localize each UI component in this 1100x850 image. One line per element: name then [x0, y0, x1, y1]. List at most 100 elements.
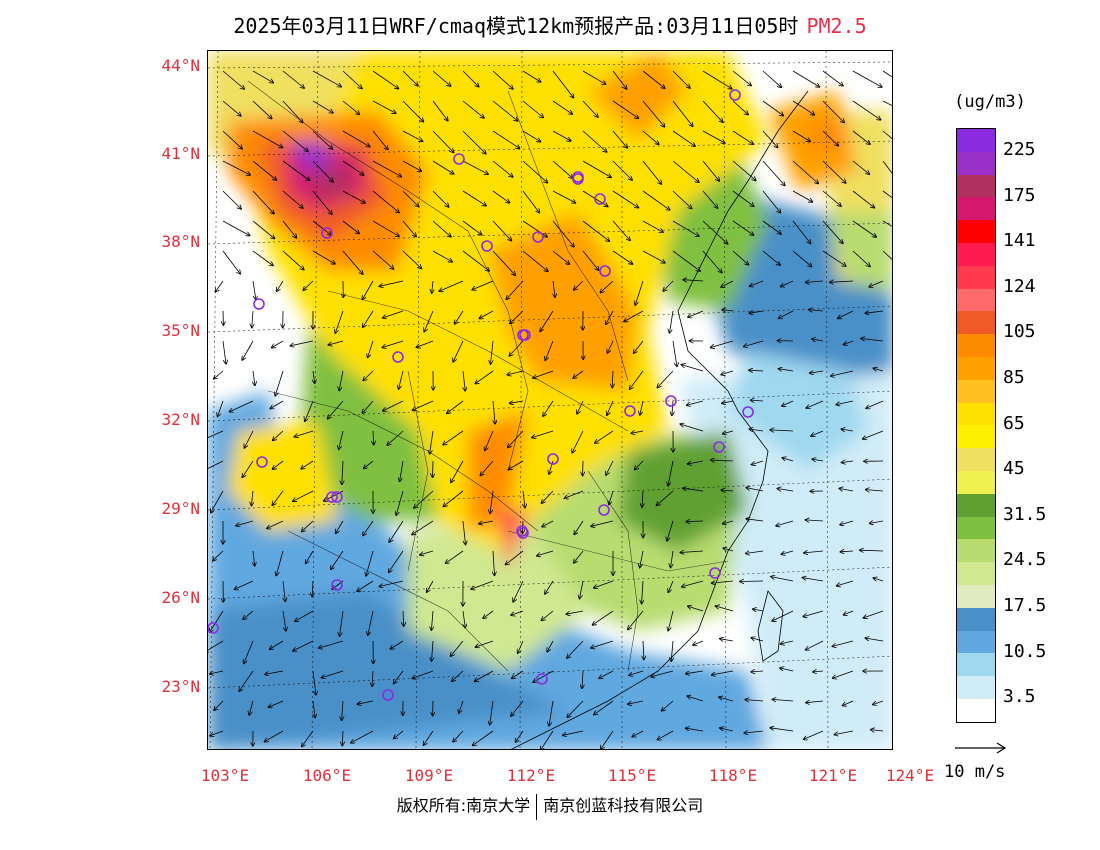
city-marker — [256, 456, 268, 468]
wind-vector — [545, 580, 554, 594]
wind-vector — [472, 280, 494, 290]
color-scale-label: 24.5 — [1003, 549, 1047, 571]
wind-vector — [453, 730, 464, 742]
wind-vector — [781, 280, 794, 287]
city-marker — [624, 405, 636, 417]
wind-vector — [865, 311, 884, 313]
wind-vector — [762, 130, 778, 147]
wind-vector — [222, 160, 250, 175]
forecast-map[interactable] — [207, 50, 893, 750]
wind-vector — [813, 671, 824, 672]
wind-vector — [744, 340, 764, 347]
lon-label-109: 109°E — [404, 766, 454, 785]
wind-vector — [208, 430, 224, 438]
lat-label-29: 29°N — [161, 499, 200, 518]
wind-vector — [552, 190, 576, 203]
wind-vector — [270, 640, 284, 649]
wind-vector — [642, 100, 665, 127]
color-swatch — [957, 493, 995, 517]
wind-vector — [582, 670, 583, 688]
copyright-left: 版权所有:南京大学 — [396, 796, 531, 815]
wind-vector — [688, 606, 704, 612]
wind-vector — [208, 640, 224, 652]
wind-vector — [552, 130, 571, 141]
wind-vector — [781, 550, 794, 554]
wind-vector — [792, 160, 818, 184]
wind-vector — [268, 700, 284, 707]
wind-vector — [265, 730, 284, 742]
wind-vector — [463, 370, 465, 391]
wind-vector — [253, 370, 255, 385]
wind-vector — [672, 250, 700, 271]
wind-vector — [328, 400, 344, 419]
wind-vector — [840, 551, 854, 552]
wind-vector — [672, 220, 699, 236]
wind-vector — [476, 640, 494, 647]
wind-vector — [215, 280, 224, 292]
wind-vector — [552, 220, 574, 247]
city-marker — [331, 491, 343, 503]
wind-vector — [702, 100, 723, 122]
wind-vector — [591, 520, 614, 526]
wind-vector — [839, 488, 854, 491]
wind-vector — [390, 640, 404, 649]
color-swatch — [957, 448, 995, 471]
wind-vector — [363, 370, 374, 381]
wind-vector — [432, 250, 452, 262]
color-scale-bar — [956, 128, 996, 723]
wind-vector — [746, 519, 764, 521]
wind-vector — [363, 520, 374, 536]
wind-vector — [852, 220, 876, 237]
lon-label-112: 112°E — [506, 766, 556, 785]
wind-vector — [780, 668, 794, 672]
wind-vector — [542, 520, 554, 527]
wind-vector — [372, 220, 399, 236]
wind-vector — [443, 490, 464, 506]
wind-vector — [871, 730, 884, 731]
wind-vector — [492, 250, 515, 275]
wind-vector — [336, 520, 344, 533]
wind-vector — [628, 700, 644, 704]
wind-vector — [852, 250, 870, 267]
wind-vector — [612, 160, 632, 180]
wind-vector — [252, 250, 273, 266]
wind-vector — [670, 310, 674, 333]
city-marker — [532, 231, 544, 243]
wind-vector — [582, 250, 599, 270]
wind-vector — [508, 430, 524, 448]
wind-vector — [368, 610, 374, 635]
wind-vector — [242, 340, 254, 360]
wind-vector — [870, 521, 884, 523]
wind-vector — [552, 250, 570, 264]
wind-vector — [443, 430, 464, 445]
wind-vector — [776, 520, 794, 526]
lon-label-124: 124°E — [885, 766, 935, 785]
wind-vector — [577, 400, 584, 414]
wind-vector — [770, 430, 794, 431]
wind-vector — [252, 220, 275, 239]
wind-vector — [612, 370, 613, 388]
wind-vector — [402, 250, 421, 269]
wind-vector — [537, 550, 554, 556]
wind-vector — [312, 580, 313, 597]
color-scale-label: 17.5 — [1003, 595, 1047, 616]
wind-vector — [844, 610, 854, 615]
wind-vector — [387, 430, 404, 445]
wind-vector — [837, 580, 854, 586]
wind-vector — [342, 130, 370, 147]
wind-vector — [432, 640, 434, 661]
city-marker — [519, 329, 531, 341]
color-swatch — [957, 220, 995, 243]
color-scale-label: 65 — [1003, 412, 1025, 434]
wind-vector — [702, 70, 732, 89]
wind-vector — [606, 310, 614, 324]
wind-vector — [629, 670, 644, 675]
wind-vector — [753, 609, 764, 611]
wind-vector — [295, 610, 314, 621]
title-variable: PM2.5 — [806, 14, 867, 38]
wind-vector — [792, 190, 812, 202]
wind-vector — [446, 550, 464, 563]
vector-key-arrow-icon — [955, 742, 1007, 754]
wind-vector — [852, 190, 874, 208]
wind-vector — [413, 400, 434, 410]
